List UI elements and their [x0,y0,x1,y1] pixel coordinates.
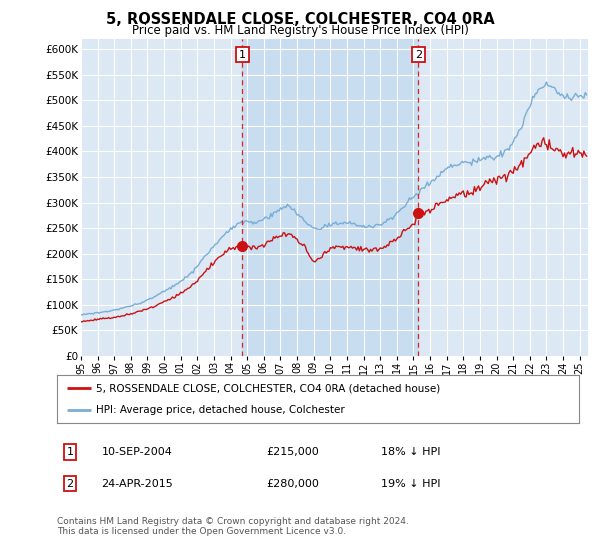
Text: 2: 2 [67,479,74,489]
Text: HPI: Average price, detached house, Colchester: HPI: Average price, detached house, Colc… [96,405,345,415]
Bar [242,39,418,356]
Text: 19% ↓ HPI: 19% ↓ HPI [380,479,440,489]
Text: Price paid vs. HM Land Registry's House Price Index (HPI): Price paid vs. HM Land Registry's House … [131,24,469,37]
Text: 5, ROSSENDALE CLOSE, COLCHESTER, CO4 0RA: 5, ROSSENDALE CLOSE, COLCHESTER, CO4 0RA [106,12,494,27]
Text: 1: 1 [239,49,246,59]
Text: Contains HM Land Registry data © Crown copyright and database right 2024.
This d: Contains HM Land Registry data © Crown c… [57,517,409,536]
Text: 1: 1 [67,447,74,457]
Text: 24-APR-2015: 24-APR-2015 [101,479,173,489]
Text: £280,000: £280,000 [266,479,319,489]
Text: 5, ROSSENDALE CLOSE, COLCHESTER, CO4 0RA (detached house): 5, ROSSENDALE CLOSE, COLCHESTER, CO4 0RA… [96,383,440,393]
Text: 10-SEP-2004: 10-SEP-2004 [101,447,172,457]
Text: £215,000: £215,000 [266,447,319,457]
Text: 18% ↓ HPI: 18% ↓ HPI [380,447,440,457]
Text: 2: 2 [415,49,422,59]
